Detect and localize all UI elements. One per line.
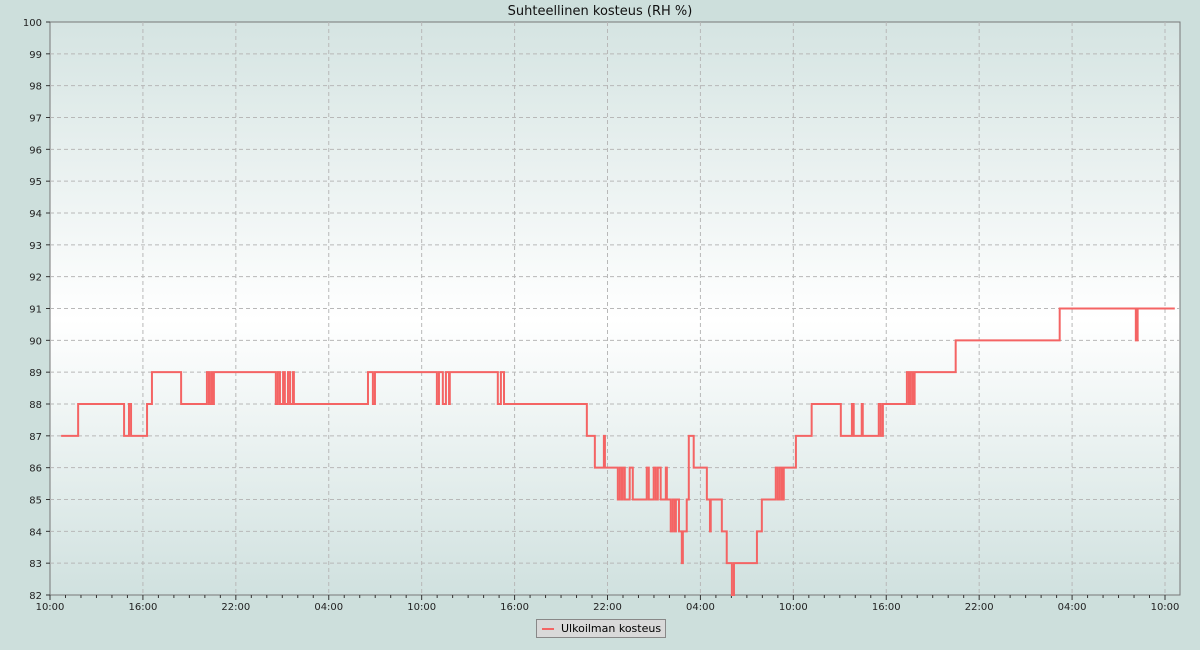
y-tick-label: 99	[29, 50, 42, 61]
y-tick-label: 98	[29, 82, 42, 93]
x-tick-label: 22:00	[965, 602, 994, 613]
x-tick-label: 04:00	[686, 602, 715, 613]
x-tick-label: 10:00	[1151, 602, 1180, 613]
x-tick-label: 22:00	[221, 602, 250, 613]
y-tick-label: 87	[29, 432, 42, 443]
x-tick-label: 04:00	[1058, 602, 1087, 613]
y-tick-label: 84	[29, 527, 42, 538]
x-tick-label: 10:00	[779, 602, 808, 613]
y-tick-label: 93	[29, 241, 42, 252]
y-tick-label: 88	[29, 400, 42, 411]
x-tick-label: 10:00	[36, 602, 65, 613]
y-tick-label: 89	[29, 368, 42, 379]
y-tick-label: 92	[29, 273, 42, 284]
y-tick-label: 83	[29, 559, 42, 570]
y-tick-label: 90	[29, 336, 42, 347]
x-tick-label: 16:00	[500, 602, 529, 613]
y-tick-label: 94	[29, 209, 42, 220]
legend-label: Ulkoilman kosteus	[561, 622, 662, 635]
y-tick-label: 85	[29, 496, 42, 507]
y-tick-label: 86	[29, 464, 42, 475]
y-tick-label: 96	[29, 145, 42, 156]
series-line-ulkoilman-kosteus	[61, 307, 1175, 596]
y-tick-label: 82	[29, 591, 42, 602]
y-tick-label: 97	[29, 114, 42, 125]
x-tick-label: 16:00	[129, 602, 158, 613]
x-tick-label: 16:00	[872, 602, 901, 613]
legend: Ulkoilman kosteus	[536, 619, 666, 638]
x-tick-label: 10:00	[407, 602, 436, 613]
legend-swatch	[542, 627, 554, 630]
chart-title: Suhteellinen kosteus (RH %)	[508, 4, 693, 19]
x-tick-label: 04:00	[314, 602, 343, 613]
y-tick-label: 95	[29, 177, 42, 188]
x-tick-label: 22:00	[593, 602, 622, 613]
y-tick-label: 91	[29, 305, 42, 316]
y-tick-label: 100	[23, 18, 42, 29]
